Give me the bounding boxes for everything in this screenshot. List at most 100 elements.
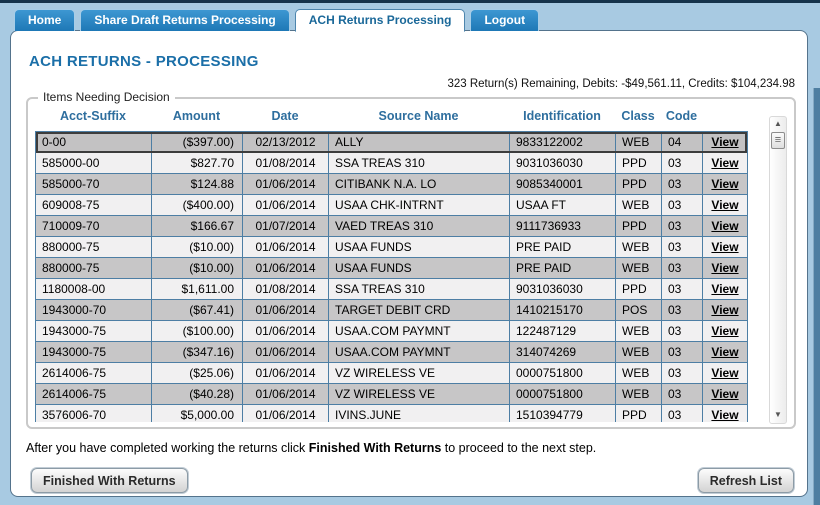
table-row[interactable]: 0-00 ($397.00) 02/13/2012 ALLY 983312200…: [36, 132, 747, 153]
returns-summary: 323 Return(s) Remaining, Debits: -$49,56…: [447, 78, 795, 90]
cell-code: 03: [662, 300, 703, 320]
table-row[interactable]: 609008-75 ($400.00) 01/06/2014 USAA CHK-…: [36, 195, 747, 216]
cell-view: View: [703, 237, 747, 257]
table-row[interactable]: 1943000-75 ($347.16) 01/06/2014 USAA.COM…: [36, 342, 747, 363]
table-row[interactable]: 2614006-75 ($40.28) 01/06/2014 VZ WIRELE…: [36, 384, 747, 405]
cell-acct-suffix: 609008-75: [36, 195, 152, 215]
table-row[interactable]: 3576006-70 $5,000.00 01/06/2014 IVINS.JU…: [36, 405, 747, 422]
cell-date: 01/06/2014: [243, 237, 329, 257]
fieldset-legend: Items Needing Decision: [38, 90, 175, 104]
finished-with-returns-button[interactable]: Finished With Returns: [31, 468, 188, 493]
cell-amount: ($67.41): [152, 300, 243, 320]
cell-identification: 314074269: [510, 342, 616, 362]
view-link[interactable]: View: [711, 387, 739, 401]
view-link[interactable]: View: [711, 366, 739, 380]
table-scrollbar[interactable]: ▲ ≡ ▼: [769, 116, 787, 424]
cell-date: 01/06/2014: [243, 405, 329, 422]
cell-code: 03: [662, 363, 703, 383]
table-row[interactable]: 880000-75 ($10.00) 01/06/2014 USAA FUNDS…: [36, 237, 747, 258]
cell-source-name: VZ WIRELESS VE: [329, 363, 510, 383]
table-row[interactable]: 710009-70 $166.67 01/07/2014 VAED TREAS …: [36, 216, 747, 237]
cell-date: 01/06/2014: [243, 363, 329, 383]
scrollbar-thumb[interactable]: ≡: [771, 132, 785, 149]
view-link[interactable]: View: [711, 261, 739, 275]
cell-view: View: [703, 174, 747, 194]
table-row[interactable]: 2614006-75 ($25.06) 01/06/2014 VZ WIRELE…: [36, 363, 747, 384]
column-header-identification: Identification: [523, 109, 601, 123]
column-header-code: Code: [665, 109, 698, 123]
view-link[interactable]: View: [711, 219, 739, 233]
cell-view: View: [703, 384, 747, 404]
cell-amount: ($40.28): [152, 384, 243, 404]
cell-identification: 9111736933: [510, 216, 616, 236]
tab-home[interactable]: Home: [14, 9, 76, 31]
tab-logout[interactable]: Logout: [470, 9, 540, 31]
cell-view: View: [703, 132, 747, 152]
cell-acct-suffix: 880000-75: [36, 237, 152, 257]
view-link[interactable]: View: [711, 408, 739, 422]
scroll-down-button[interactable]: ▼: [771, 408, 785, 422]
cell-date: 01/08/2014: [243, 153, 329, 173]
cell-class: WEB: [616, 342, 662, 362]
view-link[interactable]: View: [711, 135, 739, 149]
tab-share-draft-returns-processing[interactable]: Share Draft Returns Processing: [80, 9, 290, 31]
view-link[interactable]: View: [711, 345, 739, 359]
cell-view: View: [703, 195, 747, 215]
view-link[interactable]: View: [711, 324, 739, 338]
cell-source-name: SSA TREAS 310: [329, 153, 510, 173]
cell-class: WEB: [616, 132, 662, 152]
cell-source-name: USAA FUNDS: [329, 258, 510, 278]
column-header-view-spacer: [702, 109, 746, 123]
table-row[interactable]: 585000-00 $827.70 01/08/2014 SSA TREAS 3…: [36, 153, 747, 174]
cell-code: 03: [662, 237, 703, 257]
cell-source-name: USAA.COM PAYMNT: [329, 321, 510, 341]
cell-identification: 1510394779: [510, 405, 616, 422]
scroll-up-icon: ▲: [774, 119, 782, 128]
cell-class: WEB: [616, 195, 662, 215]
cell-date: 02/13/2012: [243, 132, 329, 152]
cell-view: View: [703, 321, 747, 341]
table-row[interactable]: 1943000-75 ($100.00) 01/06/2014 USAA.COM…: [36, 321, 747, 342]
instruction-suffix: to proceed to the next step.: [441, 441, 597, 455]
cell-identification: 9833122002: [510, 132, 616, 152]
column-header-amount: Amount: [172, 109, 221, 123]
refresh-list-button[interactable]: Refresh List: [697, 468, 794, 493]
cell-code: 03: [662, 195, 703, 215]
cell-identification: PRE PAID: [510, 258, 616, 278]
cell-class: POS: [616, 300, 662, 320]
column-header-class: Class: [621, 109, 655, 123]
cell-code: 03: [662, 384, 703, 404]
cell-class: PPD: [616, 405, 662, 422]
cell-class: WEB: [616, 321, 662, 341]
cell-code: 03: [662, 405, 703, 422]
view-link[interactable]: View: [711, 198, 739, 212]
scroll-up-button[interactable]: ▲: [771, 117, 785, 131]
cell-amount: ($397.00): [152, 132, 243, 152]
table-scroll-viewport: 0-00 ($397.00) 02/13/2012 ALLY 983312200…: [35, 131, 748, 422]
view-link[interactable]: View: [711, 177, 739, 191]
table-row[interactable]: 1180008-00 $1,611.00 01/08/2014 SSA TREA…: [36, 279, 747, 300]
view-link[interactable]: View: [711, 282, 739, 296]
table-row[interactable]: 880000-75 ($10.00) 01/06/2014 USAA FUNDS…: [36, 258, 747, 279]
cell-source-name: ALLY: [329, 132, 510, 152]
cell-identification: 9031036030: [510, 153, 616, 173]
cell-source-name: USAA CHK-INTRNT: [329, 195, 510, 215]
page-title: ACH RETURNS - PROCESSING: [29, 53, 259, 70]
cell-class: WEB: [616, 384, 662, 404]
table-row[interactable]: 585000-70 $124.88 01/06/2014 CITIBANK N.…: [36, 174, 747, 195]
table-row[interactable]: 1943000-70 ($67.41) 01/06/2014 TARGET DE…: [36, 300, 747, 321]
cell-source-name: TARGET DEBIT CRD: [329, 300, 510, 320]
cell-class: PPD: [616, 174, 662, 194]
view-link[interactable]: View: [711, 240, 739, 254]
cell-amount: ($347.16): [152, 342, 243, 362]
cell-source-name: VAED TREAS 310: [329, 216, 510, 236]
cell-identification: 1410215170: [510, 300, 616, 320]
tab-ach-returns-processing[interactable]: ACH Returns Processing: [294, 9, 466, 32]
view-link[interactable]: View: [711, 303, 739, 317]
column-header-source-name: Source Name: [378, 109, 459, 123]
cell-date: 01/06/2014: [243, 258, 329, 278]
cell-amount: ($10.00): [152, 258, 243, 278]
cell-date: 01/08/2014: [243, 279, 329, 299]
cell-source-name: CITIBANK N.A. LO: [329, 174, 510, 194]
view-link[interactable]: View: [711, 156, 739, 170]
